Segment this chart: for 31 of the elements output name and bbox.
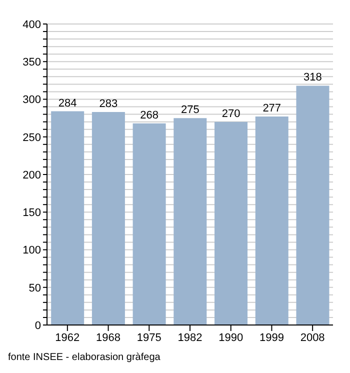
data-label: 283 bbox=[99, 98, 118, 110]
data-label: 270 bbox=[222, 108, 240, 120]
y-tick-label: 0 bbox=[34, 320, 41, 332]
source-note: fonte INSEE - elaborasion gràfega bbox=[8, 352, 160, 363]
x-tick-label: 1990 bbox=[218, 332, 244, 344]
x-tick-label: 1975 bbox=[136, 332, 162, 344]
data-label: 284 bbox=[58, 97, 77, 110]
bar bbox=[174, 118, 207, 325]
y-tick-label: 400 bbox=[22, 18, 41, 31]
bar bbox=[51, 111, 84, 325]
y-tick-label: 350 bbox=[22, 56, 41, 69]
x-tick-label: 1962 bbox=[55, 332, 80, 344]
data-label: 277 bbox=[262, 102, 282, 115]
data-label: 318 bbox=[304, 72, 322, 84]
x-tick-label: 1982 bbox=[178, 332, 202, 344]
bar bbox=[132, 123, 166, 325]
y-tick-label: 150 bbox=[22, 207, 41, 220]
x-tick-label: 1999 bbox=[259, 332, 284, 344]
bar bbox=[255, 116, 288, 325]
y-tick-label: 100 bbox=[22, 244, 41, 257]
data-label: 275 bbox=[180, 104, 200, 116]
y-tick-label: 200 bbox=[22, 169, 41, 182]
bar bbox=[92, 112, 125, 325]
data-label: 268 bbox=[140, 109, 158, 122]
x-tick-label: 2008 bbox=[300, 332, 325, 344]
bar bbox=[296, 86, 330, 325]
y-tick-label: 300 bbox=[22, 94, 41, 106]
bar bbox=[214, 122, 248, 325]
y-tick-label: 250 bbox=[22, 132, 41, 144]
x-tick-label: 1968 bbox=[96, 332, 121, 344]
y-tick-label: 50 bbox=[28, 282, 41, 294]
